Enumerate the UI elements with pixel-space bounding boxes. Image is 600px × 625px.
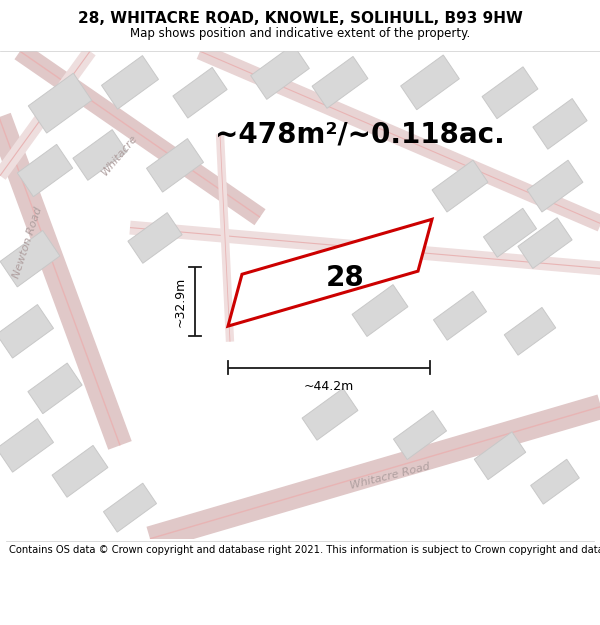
Polygon shape bbox=[433, 291, 487, 340]
Polygon shape bbox=[352, 284, 408, 336]
Polygon shape bbox=[101, 56, 158, 109]
Polygon shape bbox=[251, 44, 310, 99]
Text: Newton Road: Newton Road bbox=[12, 206, 44, 280]
Text: Contains OS data © Crown copyright and database right 2021. This information is : Contains OS data © Crown copyright and d… bbox=[9, 545, 600, 555]
Polygon shape bbox=[28, 363, 82, 414]
Polygon shape bbox=[0, 304, 53, 358]
Polygon shape bbox=[484, 208, 536, 258]
Polygon shape bbox=[173, 68, 227, 118]
Polygon shape bbox=[394, 411, 446, 459]
Text: Map shows position and indicative extent of the property.: Map shows position and indicative extent… bbox=[130, 27, 470, 40]
Text: Whitacre Road: Whitacre Road bbox=[349, 462, 431, 491]
Polygon shape bbox=[73, 129, 127, 180]
Polygon shape bbox=[0, 231, 60, 287]
Polygon shape bbox=[146, 139, 203, 192]
Polygon shape bbox=[128, 213, 182, 263]
Polygon shape bbox=[302, 388, 358, 440]
Polygon shape bbox=[530, 459, 580, 504]
Text: ~44.2m: ~44.2m bbox=[304, 380, 354, 393]
Polygon shape bbox=[474, 432, 526, 479]
Polygon shape bbox=[518, 218, 572, 269]
Text: ~478m²/~0.118ac.: ~478m²/~0.118ac. bbox=[215, 120, 505, 148]
Polygon shape bbox=[401, 55, 460, 110]
Text: 28, WHITACRE ROAD, KNOWLE, SOLIHULL, B93 9HW: 28, WHITACRE ROAD, KNOWLE, SOLIHULL, B93… bbox=[77, 11, 523, 26]
Text: Whitacre: Whitacre bbox=[100, 132, 140, 178]
Polygon shape bbox=[103, 483, 157, 532]
Polygon shape bbox=[482, 67, 538, 119]
Polygon shape bbox=[432, 160, 488, 212]
Polygon shape bbox=[228, 219, 432, 326]
Polygon shape bbox=[0, 419, 53, 472]
Polygon shape bbox=[28, 73, 92, 133]
Text: ~32.9m: ~32.9m bbox=[174, 277, 187, 327]
Polygon shape bbox=[527, 160, 583, 212]
Polygon shape bbox=[17, 144, 73, 197]
Polygon shape bbox=[533, 99, 587, 149]
Polygon shape bbox=[504, 308, 556, 355]
Polygon shape bbox=[312, 56, 368, 108]
Text: 28: 28 bbox=[326, 264, 364, 292]
Polygon shape bbox=[52, 446, 108, 498]
